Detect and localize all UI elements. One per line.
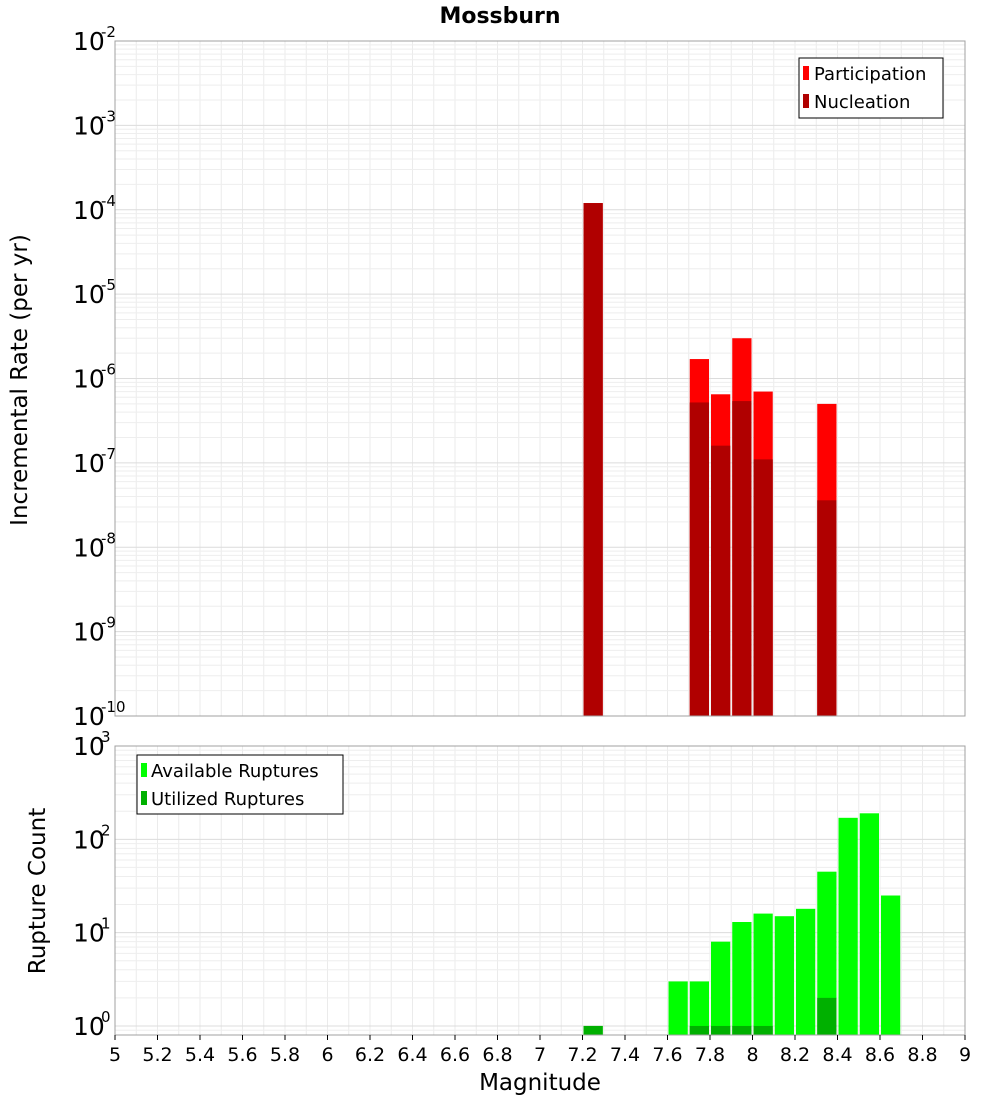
y-tick-label-base: 10: [73, 27, 105, 56]
y-tick-label-exponent: 0: [101, 1008, 111, 1026]
bar-available-ruptures: [732, 922, 752, 1035]
x-tick-label: 6.6: [440, 1044, 470, 1066]
top-legend: Participation Nucleation: [798, 57, 944, 119]
x-ticks: 5 5.2 5.4 5.6 5.8 6 6.2 6.4 6.6 6.8 7 7.2 7.4 7.6 7.8 8…: [109, 1035, 971, 1066]
bar-available-ruptures: [859, 813, 879, 1035]
bar-available-ruptures: [838, 817, 858, 1035]
y-tick-label-base: 10: [73, 825, 105, 854]
top-grid: [115, 41, 965, 716]
y-tick-label-exponent: -7: [101, 445, 116, 463]
bar-utilized-ruptures: [689, 1025, 709, 1035]
y-tick-label-base: 10: [73, 702, 105, 731]
bar-nucleation: [817, 500, 837, 716]
y-tick-label-base: 10: [73, 919, 105, 948]
bar-nucleation: [689, 402, 709, 716]
x-tick-label: 6: [321, 1044, 333, 1066]
chart-title: Mossburn: [439, 4, 560, 29]
x-tick-label: 7.4: [610, 1044, 640, 1066]
bar-utilized-ruptures: [711, 1025, 731, 1035]
y-tick-label-exponent: -4: [101, 192, 116, 210]
y-tick-label-exponent: 2: [101, 821, 111, 839]
bottom-y-axis-label: Rupture Count: [25, 808, 51, 974]
y-tick-label-exponent: -5: [101, 276, 116, 294]
bar-available-ruptures: [881, 895, 901, 1035]
bar-nucleation: [732, 401, 752, 716]
x-tick-label: 8.6: [865, 1044, 895, 1066]
x-tick-label: 8.8: [907, 1044, 937, 1066]
x-tick-label: 7.2: [567, 1044, 597, 1066]
y-tick-label-base: 10: [73, 449, 105, 478]
y-tick-label-exponent: -10: [101, 698, 126, 716]
x-tick-label: 7: [534, 1044, 546, 1066]
x-tick-label: 5: [109, 1044, 121, 1066]
bar-available-ruptures: [774, 916, 794, 1035]
y-tick-label-base: 10: [73, 111, 105, 140]
bar-nucleation: [711, 445, 731, 716]
x-tick-label: 8.2: [780, 1044, 810, 1066]
y-tick-label-base: 10: [73, 1012, 105, 1041]
x-tick-label: 9: [959, 1044, 971, 1066]
bottom-legend: Available Ruptures Utilized Ruptures: [136, 754, 344, 815]
bar-utilized-ruptures: [583, 1025, 603, 1035]
legend-swatch-utilized: [141, 791, 147, 805]
x-tick-label: 6.2: [355, 1044, 385, 1066]
bar-available-ruptures: [753, 913, 773, 1035]
bar-utilized-ruptures: [753, 1025, 773, 1035]
x-tick-label: 6.4: [397, 1044, 427, 1066]
legend-swatch-available: [141, 763, 147, 777]
bottom-legend-box: [136, 754, 344, 815]
bar-available-ruptures: [689, 981, 709, 1035]
legend-label-nucleation: Nucleation: [814, 92, 910, 113]
top-plot-border: [114, 40, 966, 717]
x-tick-label: 8: [746, 1044, 758, 1066]
y-tick-label-exponent: 1: [101, 915, 111, 933]
legend-label-participation: Participation: [814, 64, 926, 85]
x-tick-label: 6.8: [482, 1044, 512, 1066]
y-tick-label-exponent: -2: [101, 23, 116, 41]
x-tick-label: 5.6: [227, 1044, 257, 1066]
x-tick-label: 8.4: [822, 1044, 852, 1066]
x-tick-label: 7.6: [652, 1044, 682, 1066]
y-tick-label-exponent: -6: [101, 361, 116, 379]
top-legend-box: [798, 57, 944, 119]
top-bars: [583, 203, 837, 716]
bar-utilized-ruptures: [817, 997, 837, 1035]
x-tick-label: 5.4: [185, 1044, 215, 1066]
y-tick-label-base: 10: [73, 618, 105, 647]
legend-swatch-nucleation: [803, 94, 809, 108]
top-y-axis-label: Incremental Rate (per yr): [7, 234, 33, 526]
y-tick-label-base: 10: [73, 732, 105, 761]
y-tick-label-exponent: -3: [101, 107, 116, 125]
y-tick-label-base: 10: [73, 365, 105, 394]
x-tick-label: 5.8: [270, 1044, 300, 1066]
y-tick-label-exponent: 3: [101, 728, 111, 746]
y-tick-label-base: 10: [73, 196, 105, 225]
y-tick-label-exponent: -9: [101, 614, 116, 632]
bar-available-ruptures: [711, 941, 731, 1035]
bar-available-ruptures: [668, 981, 688, 1035]
x-tick-label: 7.8: [695, 1044, 725, 1066]
legend-swatch-participation: [803, 66, 809, 80]
bar-utilized-ruptures: [732, 1025, 752, 1035]
y-tick-label-base: 10: [73, 533, 105, 562]
bar-nucleation: [753, 459, 773, 716]
y-tick-label-exponent: -8: [101, 529, 116, 547]
bar-available-ruptures: [817, 871, 837, 1035]
x-axis-label: Magnitude: [479, 1070, 601, 1096]
bar-nucleation: [583, 203, 603, 716]
x-tick-label: 5.2: [142, 1044, 172, 1066]
legend-label-available: Available Ruptures: [151, 761, 319, 782]
bottom-bars: [583, 813, 901, 1035]
legend-label-utilized: Utilized Ruptures: [151, 789, 304, 810]
bar-available-ruptures: [796, 908, 816, 1035]
y-tick-label-base: 10: [73, 280, 105, 309]
